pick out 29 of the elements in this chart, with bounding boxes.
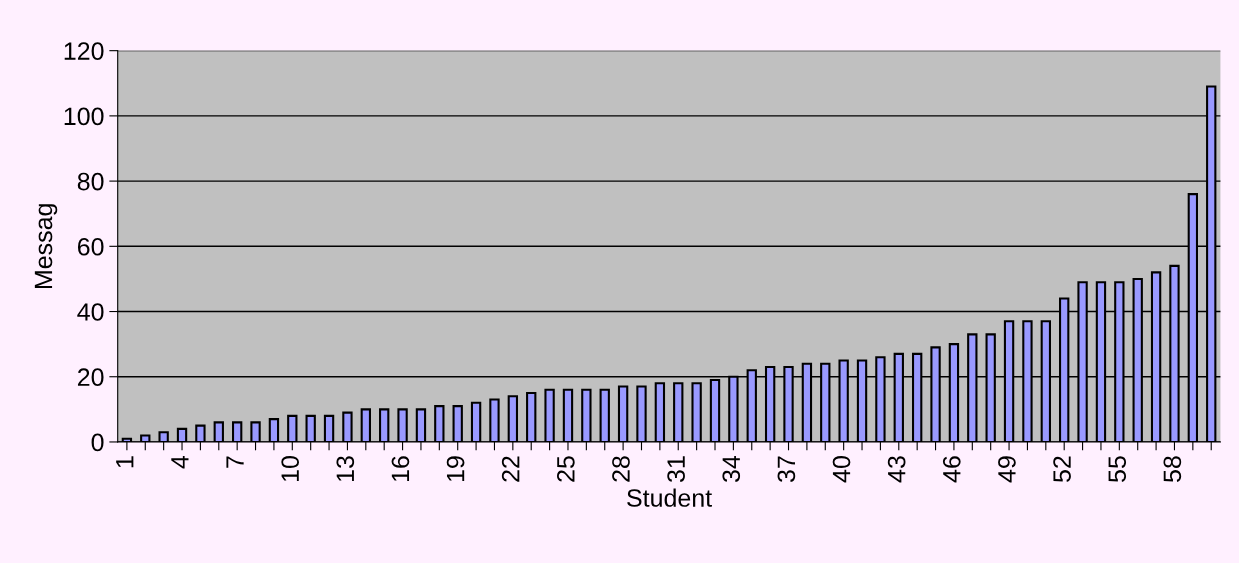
x-tick-label: 19 — [446, 456, 465, 482]
x-tick-label: 22 — [501, 456, 520, 482]
x-tick-label: 34 — [722, 455, 741, 482]
y-tick-label: 40 — [77, 303, 104, 321]
y-tick-label: 0 — [91, 433, 104, 452]
y-tick-label: 60 — [77, 237, 104, 256]
x-tick-label: 25 — [556, 456, 575, 482]
x-tick-label: 55 — [1108, 456, 1127, 482]
x-tick-label: 10 — [281, 456, 300, 482]
x-tick-label: 58 — [1163, 456, 1182, 482]
x-tick-label: 43 — [887, 456, 906, 483]
x-tick-label: 7 — [226, 456, 244, 468]
x-tick-label: 37 — [777, 456, 796, 482]
x-tick-label: 46 — [942, 456, 961, 483]
x-axis-title: Student — [627, 488, 712, 507]
x-tick-label: 49 — [998, 456, 1016, 483]
x-tick-label: 40 — [832, 456, 851, 483]
x-tick-label: 31 — [667, 456, 685, 482]
y-tick-label: 80 — [77, 172, 104, 191]
x-tick-label: 4 — [171, 455, 189, 469]
x-tick-label: 52 — [1053, 456, 1071, 482]
y-axis-title: Messag — [34, 204, 58, 289]
x-tick-label: 13 — [336, 456, 355, 482]
y-tick-label: 120 — [64, 42, 104, 60]
x-tick-label: 16 — [391, 456, 410, 482]
x-tick-label: 28 — [612, 456, 630, 482]
y-tick-label: 20 — [77, 368, 104, 387]
x-tick-label: 1 — [116, 456, 134, 468]
y-tick-label: 100 — [64, 107, 104, 126]
